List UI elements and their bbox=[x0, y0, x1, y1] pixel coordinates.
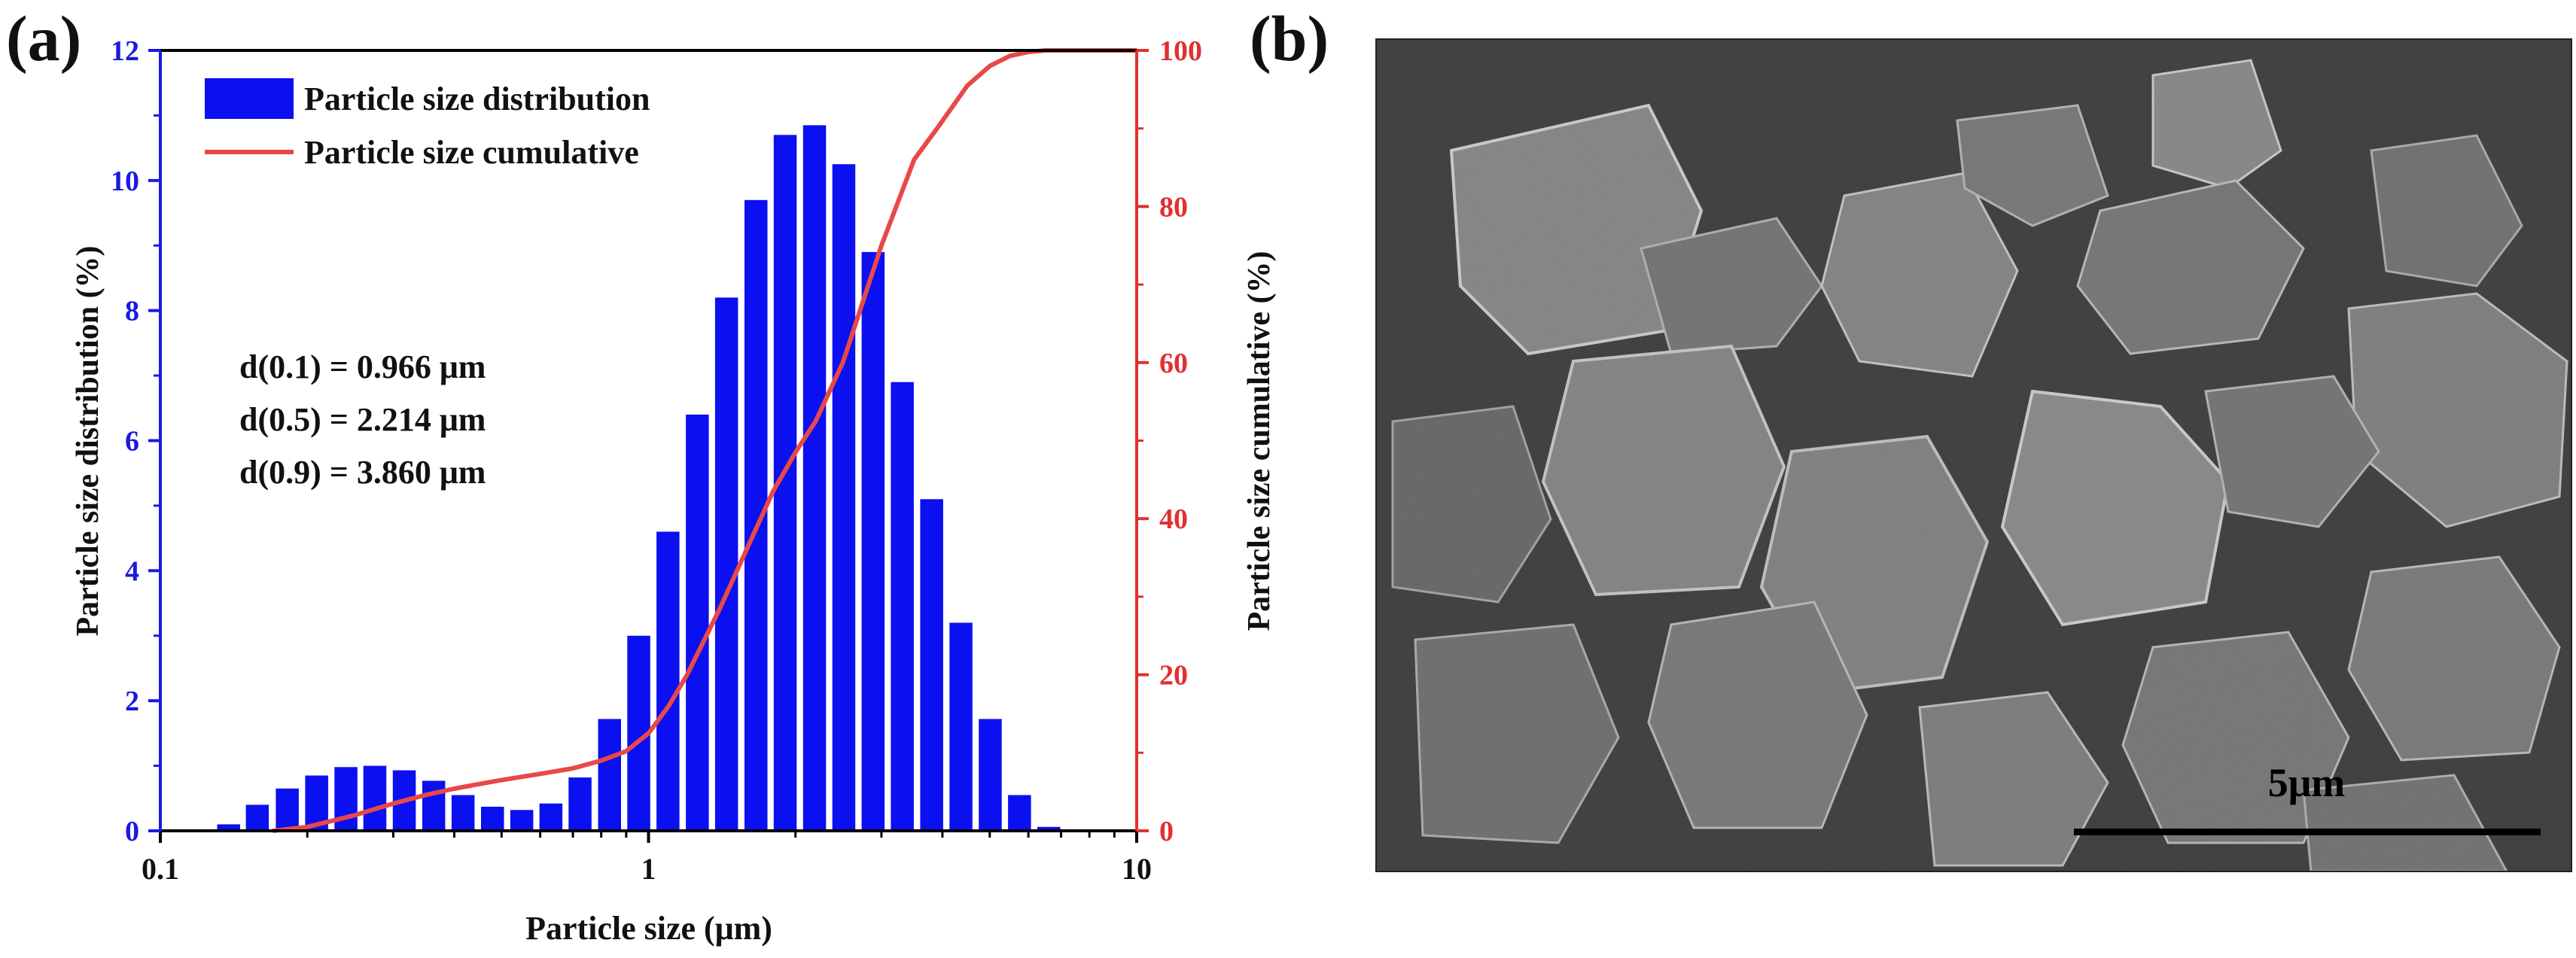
bar bbox=[568, 777, 592, 831]
bar bbox=[598, 719, 621, 831]
scale-bar bbox=[2074, 829, 2541, 835]
right-y-tick-label: 100 bbox=[1159, 35, 1202, 67]
bar bbox=[451, 795, 475, 831]
left-y-ticks: 0 2 4 6 8 10 12 bbox=[111, 35, 160, 847]
left-y-tick-label: 6 bbox=[125, 426, 139, 458]
scale-bar-label: 5μm bbox=[2268, 760, 2346, 805]
annotation-d10: d(0.1) = 0.966 μm bbox=[239, 348, 486, 385]
bar bbox=[861, 251, 885, 831]
right-y-tick-label: 60 bbox=[1159, 348, 1188, 379]
left-y-tick-label: 2 bbox=[125, 686, 139, 717]
legend: Particle size distribution Particle size… bbox=[205, 78, 650, 171]
bar bbox=[686, 414, 709, 831]
bar bbox=[656, 531, 680, 831]
x-tick-label: 1 bbox=[641, 852, 656, 886]
left-y-axis-title: Particle size distribution (%) bbox=[71, 245, 105, 636]
bar bbox=[276, 788, 299, 831]
annotation-d50: d(0.5) = 2.214 μm bbox=[239, 401, 486, 438]
panel-b-label: (b) bbox=[1250, 2, 1329, 75]
right-y-tick-label: 80 bbox=[1159, 191, 1188, 223]
right-y-tick-label: 20 bbox=[1159, 660, 1188, 692]
legend-bar-swatch bbox=[205, 78, 294, 119]
bar bbox=[422, 780, 446, 831]
bar bbox=[245, 804, 269, 831]
right-y-tick-label: 40 bbox=[1159, 503, 1188, 535]
cumulative-curve bbox=[273, 48, 1137, 833]
legend-label-cumulative: Particle size cumulative bbox=[304, 134, 639, 171]
bar bbox=[802, 125, 827, 831]
bar bbox=[920, 499, 943, 831]
bar bbox=[979, 719, 1002, 831]
left-y-tick-label: 4 bbox=[125, 555, 139, 587]
bar bbox=[891, 382, 914, 831]
right-y-axis-title: Particle size cumulative (%) bbox=[1242, 251, 1277, 631]
legend-label-distribution: Particle size distribution bbox=[304, 81, 650, 117]
x-ticks: 0.1 1 10 bbox=[142, 831, 1152, 886]
bar bbox=[1037, 826, 1061, 831]
bar bbox=[510, 810, 534, 831]
left-y-tick-label: 8 bbox=[125, 296, 139, 327]
left-y-tick-label: 10 bbox=[111, 166, 139, 197]
bar bbox=[363, 765, 387, 831]
x-tick-label: 0.1 bbox=[142, 852, 179, 886]
bar bbox=[1008, 795, 1031, 831]
left-y-tick-label: 0 bbox=[125, 816, 139, 847]
x-axis-title: Particle size (μm) bbox=[525, 910, 772, 947]
bar bbox=[949, 622, 973, 831]
sem-frame bbox=[1375, 38, 2572, 872]
x-tick-label: 10 bbox=[1122, 852, 1152, 886]
right-y-ticks: 0 20 40 60 80 100 bbox=[1137, 35, 1202, 847]
particle-size-chart: 0.1 1 10 0 2 4 6 8 10 12 0 20 40 60 80 100 Particle s… bbox=[71, 35, 1277, 947]
sem-micrograph bbox=[1376, 39, 2571, 871]
bar-series bbox=[217, 125, 1061, 832]
bar bbox=[714, 297, 738, 831]
left-y-tick-label: 12 bbox=[111, 35, 139, 67]
annotation-d90: d(0.9) = 3.860 μm bbox=[239, 454, 486, 491]
bar bbox=[217, 824, 240, 831]
bar bbox=[481, 807, 504, 831]
right-y-tick-label: 0 bbox=[1159, 816, 1174, 847]
bar bbox=[832, 164, 856, 831]
bar bbox=[539, 803, 563, 831]
panel-a-label: (a) bbox=[6, 2, 81, 75]
